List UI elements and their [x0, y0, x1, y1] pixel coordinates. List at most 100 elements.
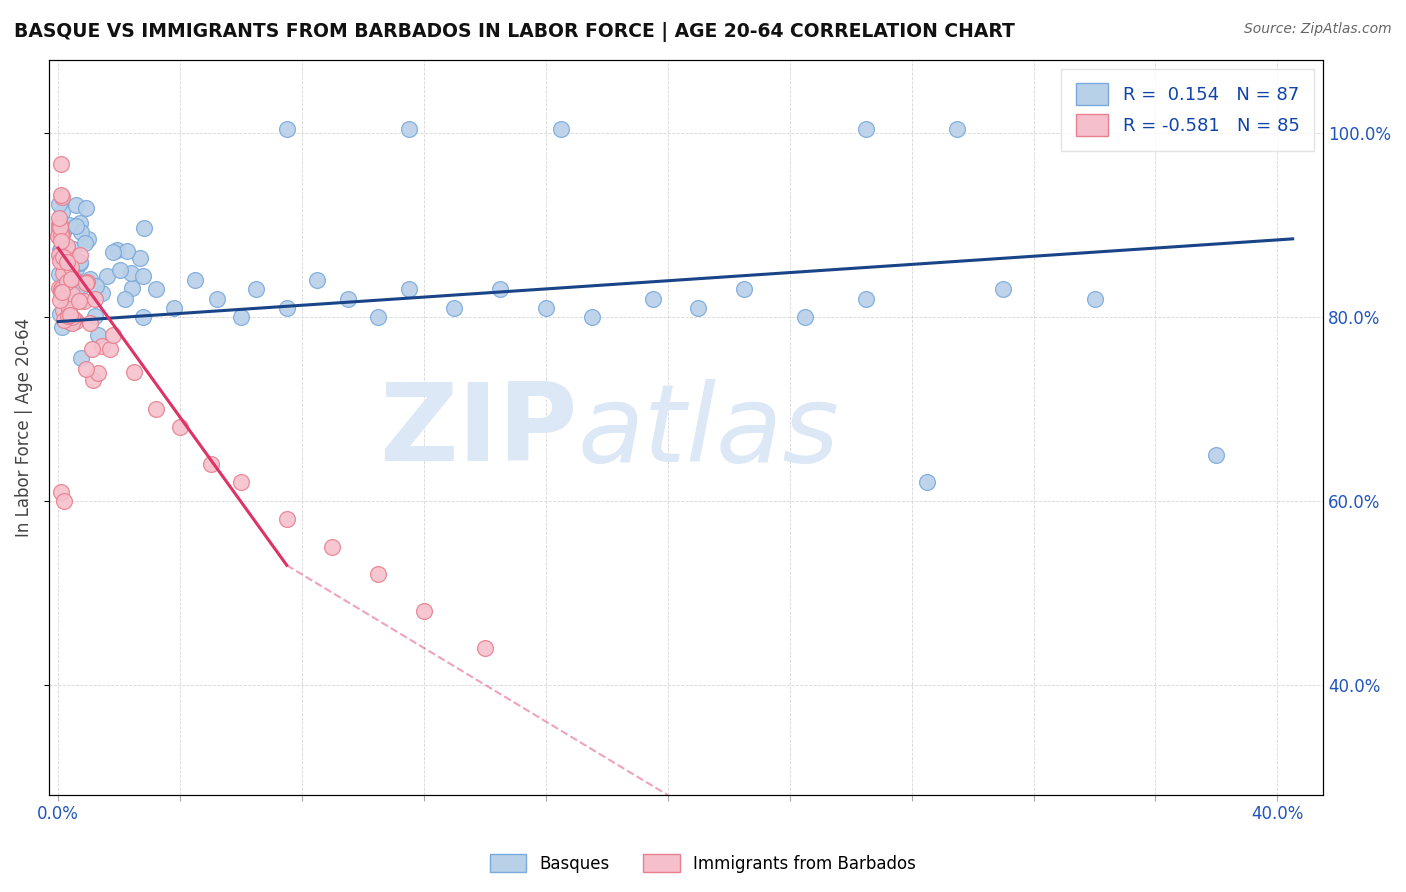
Point [307, 273, 329, 287]
Point [794, 310, 817, 324]
Point [48, 217, 70, 231]
Point [115, 244, 138, 258]
Point [915, 475, 938, 490]
Point [63, 273, 86, 287]
Point [52, 266, 75, 280]
Point [641, 292, 664, 306]
Point [52, 250, 75, 264]
Point [46, 229, 69, 244]
Point [443, 862, 465, 876]
Point [51, 227, 73, 242]
Point [62, 242, 84, 256]
Point [55, 299, 77, 313]
Point [412, 604, 434, 618]
Point [90, 285, 112, 300]
Point [51, 282, 73, 296]
Point [48, 225, 70, 239]
Point [58, 310, 80, 324]
Point [48, 248, 70, 262]
Point [184, 273, 207, 287]
Point [132, 220, 155, 235]
Point [733, 282, 755, 296]
Point [58, 301, 80, 316]
Point [121, 281, 143, 295]
Point [56, 272, 79, 286]
Point [946, 121, 969, 136]
Point [87, 366, 110, 380]
Point [55, 251, 77, 265]
Point [67, 293, 90, 308]
Point [120, 266, 142, 280]
Point [60, 295, 83, 310]
Point [69, 254, 91, 268]
Point [51, 246, 73, 260]
Point [48, 211, 70, 225]
Point [52, 261, 75, 276]
Point [70, 225, 93, 239]
Point [52, 242, 75, 256]
Point [56, 249, 79, 263]
Point [63, 312, 86, 326]
Point [48, 221, 70, 235]
Point [49, 217, 72, 231]
Point [855, 292, 877, 306]
Point [51, 319, 73, 334]
Point [48, 268, 70, 282]
Point [66, 280, 89, 294]
Point [276, 512, 298, 526]
Point [69, 256, 91, 270]
Point [205, 292, 228, 306]
Point [276, 301, 298, 315]
Y-axis label: In Labor Force | Age 20-64: In Labor Force | Age 20-64 [15, 318, 32, 537]
Point [229, 475, 252, 490]
Point [474, 640, 496, 655]
Point [52, 266, 75, 280]
Point [98, 342, 121, 356]
Point [87, 327, 110, 342]
Point [77, 232, 100, 246]
Point [59, 308, 82, 322]
Point [245, 282, 267, 296]
Point [51, 234, 73, 248]
Point [52, 270, 75, 285]
Point [90, 338, 112, 352]
Point [84, 278, 107, 293]
Point [163, 301, 186, 315]
Point [110, 263, 132, 277]
Point [52, 303, 75, 318]
Point [53, 494, 76, 508]
Point [56, 275, 79, 289]
Point [59, 263, 82, 277]
Point [73, 235, 96, 250]
Point [129, 252, 152, 266]
Point [132, 310, 155, 324]
Text: BASQUE VS IMMIGRANTS FROM BARBADOS IN LABOR FORCE | AGE 20-64 CORRELATION CHART: BASQUE VS IMMIGRANTS FROM BARBADOS IN LA… [14, 22, 1015, 42]
Point [70, 351, 93, 366]
Point [48, 243, 70, 257]
Point [59, 266, 82, 280]
Point [336, 292, 359, 306]
Point [51, 285, 73, 299]
Point [1083, 292, 1105, 306]
Point [51, 190, 73, 204]
Point [60, 287, 83, 301]
Point [52, 219, 75, 233]
Point [49, 307, 72, 321]
Point [367, 567, 389, 582]
Point [60, 317, 83, 331]
Point [56, 310, 79, 324]
Point [69, 248, 91, 262]
Point [75, 361, 97, 376]
Point [51, 285, 73, 299]
Point [83, 292, 105, 306]
Point [65, 219, 87, 234]
Point [52, 251, 75, 265]
Point [51, 281, 73, 295]
Point [991, 282, 1014, 296]
Point [56, 285, 79, 299]
Point [48, 281, 70, 295]
Point [76, 276, 98, 290]
Point [581, 310, 603, 324]
Legend: Basques, Immigrants from Barbados: Basques, Immigrants from Barbados [484, 847, 922, 880]
Point [51, 205, 73, 219]
